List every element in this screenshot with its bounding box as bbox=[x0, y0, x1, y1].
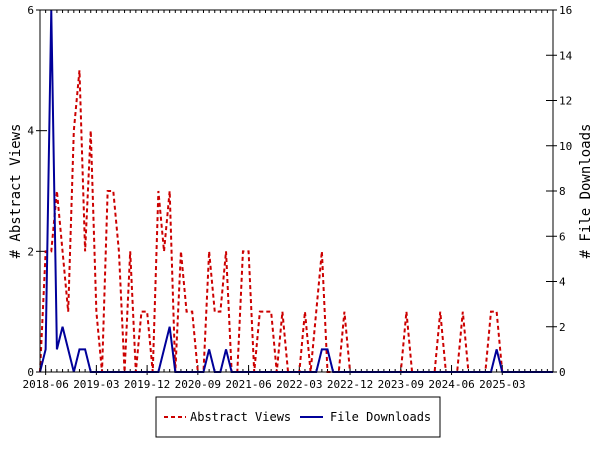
x-tick-label: 2022-03 bbox=[276, 378, 322, 391]
y2-tick-label: 6 bbox=[559, 230, 566, 243]
y2-tick-label: 14 bbox=[559, 49, 573, 62]
y2-tick-label: 2 bbox=[559, 321, 566, 334]
x-tick-label: 2019-03 bbox=[73, 378, 119, 391]
legend-box bbox=[155, 396, 441, 438]
x-tick-label: 2025-03 bbox=[479, 378, 525, 391]
legend: Abstract Views File Downloads bbox=[155, 396, 441, 438]
y-tick-label: 0 bbox=[27, 366, 34, 379]
x-tick-label: 2019-12 bbox=[124, 378, 170, 391]
y2-axis-title: # File Downloads bbox=[578, 124, 594, 259]
x-tick-label: 2020-09 bbox=[175, 378, 221, 391]
legend-label-file-downloads: File Downloads bbox=[330, 410, 431, 424]
x-tick-label: 2022-12 bbox=[327, 378, 373, 391]
plot-frame bbox=[39, 9, 554, 373]
y-tick-label: 6 bbox=[27, 4, 34, 17]
legend-label-abstract-views: Abstract Views bbox=[190, 410, 291, 424]
y2-tick-label: 8 bbox=[559, 185, 566, 198]
y-tick-label: 2 bbox=[27, 245, 34, 258]
y-axis-title: # Abstract Views bbox=[8, 124, 24, 259]
y2-tick-label: 10 bbox=[559, 140, 572, 153]
x-tick-label: 2023-09 bbox=[378, 378, 424, 391]
y2-tick-label: 12 bbox=[559, 95, 572, 108]
tick-labels: 2018-06 2019-03 2019-12 2020-09 2021-06 2022-… bbox=[22, 4, 572, 391]
x-tick-label: 2024-06 bbox=[428, 378, 474, 391]
y2-tick-label: 16 bbox=[559, 4, 572, 17]
plot-area bbox=[40, 10, 553, 372]
x-tick-label: 2021-06 bbox=[225, 378, 271, 391]
y-tick-label: 4 bbox=[27, 125, 34, 138]
y2-tick-label: 4 bbox=[559, 276, 566, 289]
x-tick-label: 2018-06 bbox=[22, 378, 68, 391]
y2-tick-label: 0 bbox=[559, 366, 566, 379]
